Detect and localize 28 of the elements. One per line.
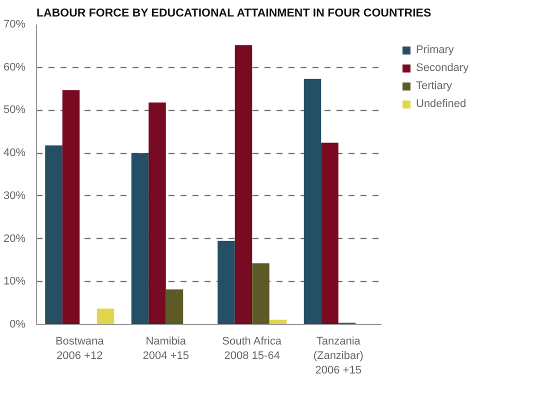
bar: [252, 263, 270, 324]
legend-label: Tertiary: [416, 80, 452, 92]
bar: [96, 308, 114, 324]
y-tick-label: 10%: [3, 276, 26, 288]
bar: [304, 78, 322, 324]
x-tick-label: South Africa 2008 15-64: [222, 336, 282, 362]
bar: [131, 153, 149, 324]
chart-title: LABOUR FORCE BY EDUCATIONAL ATTAINMENT IN FOUR COUNTRIES: [36, 8, 432, 20]
x-tick-label: Bostwana 2006 +12: [55, 336, 105, 362]
bar: [234, 45, 252, 324]
x-tick-label: Namibia 2004 +15: [142, 336, 189, 362]
x-tick-label: Tanzania (Zanzibar) 2006 +15: [313, 336, 364, 376]
bar: [166, 289, 184, 324]
bar: [62, 90, 80, 324]
bar: [218, 240, 235, 324]
bar: [321, 142, 338, 324]
y-tick-label: 0%: [10, 318, 26, 330]
y-tick-label: 40%: [3, 147, 26, 160]
bar: [148, 102, 166, 324]
y-tick-label: 20%: [3, 232, 26, 245]
legend-label: Secondary: [416, 62, 469, 74]
y-tick-label: 30%: [3, 190, 26, 202]
y-tick-label: 60%: [3, 61, 26, 74]
y-tick-label: 70%: [3, 18, 26, 30]
bar: [45, 145, 62, 324]
legend-label: Undefined: [416, 98, 466, 110]
y-tick-label: 50%: [3, 104, 26, 116]
legend-label: Primary: [416, 44, 454, 56]
